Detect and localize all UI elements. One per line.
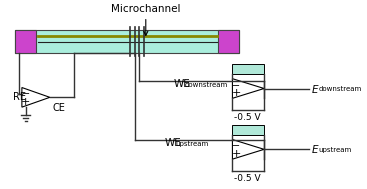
Text: +: + — [232, 88, 241, 98]
Text: −: − — [232, 81, 240, 91]
Text: $E$: $E$ — [311, 143, 319, 155]
Text: $E$: $E$ — [311, 83, 319, 94]
Polygon shape — [232, 79, 264, 98]
Text: upstream: upstream — [318, 147, 351, 153]
Text: Microchannel: Microchannel — [111, 4, 181, 35]
Text: downstream: downstream — [185, 82, 228, 88]
Text: RE: RE — [12, 92, 26, 102]
Text: +: + — [232, 149, 241, 159]
Text: -0.5 V: -0.5 V — [234, 113, 261, 122]
Bar — [232, 125, 264, 135]
Bar — [15, 30, 36, 53]
Text: CE: CE — [53, 103, 66, 113]
Text: +: + — [21, 97, 30, 107]
Bar — [218, 30, 239, 53]
Text: -0.5 V: -0.5 V — [234, 174, 261, 183]
Text: upstream: upstream — [175, 140, 209, 146]
Bar — [15, 30, 239, 53]
Text: −: − — [22, 89, 30, 99]
Polygon shape — [232, 139, 264, 159]
Text: WE: WE — [164, 138, 181, 148]
Polygon shape — [22, 88, 50, 107]
Bar — [232, 64, 264, 74]
Text: −: − — [232, 141, 240, 151]
Text: downstream: downstream — [318, 87, 361, 92]
Text: WE: WE — [174, 79, 190, 89]
